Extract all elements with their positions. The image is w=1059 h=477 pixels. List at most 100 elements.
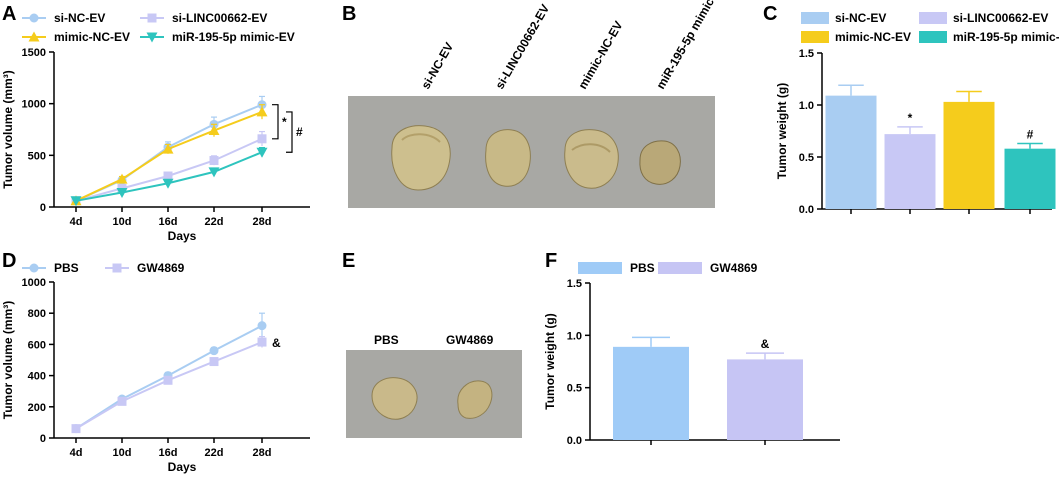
panel-label-d: D <box>2 250 16 272</box>
panel-label-a: A <box>2 3 16 25</box>
legend-swatch <box>919 31 947 43</box>
tumor-specimen <box>639 140 681 185</box>
data-point <box>71 424 81 434</box>
legend-label: GW4869 <box>710 261 758 275</box>
significance-mark: # <box>1027 127 1034 141</box>
y-tick-label: 1.0 <box>567 330 582 342</box>
y-axis-title: Tumor weight (g) <box>543 313 557 409</box>
legend-swatch <box>801 12 829 24</box>
y-axis-title: Tumor volume (mm³) <box>1 301 15 419</box>
y-tick-label: 0.0 <box>799 204 814 216</box>
tumor-specimen <box>371 377 418 420</box>
tumor-specimen <box>564 129 619 189</box>
data-point <box>70 196 82 207</box>
x-tick-label: 10d <box>113 447 132 459</box>
legend-label: miR-195-5p mimic-EV <box>172 30 295 44</box>
tumor-specimen <box>485 129 531 187</box>
bar <box>825 95 877 209</box>
x-tick-label: 28d <box>253 447 272 459</box>
y-tick-label: 0 <box>40 202 46 214</box>
data-point <box>162 143 174 154</box>
y-tick-label: 0.0 <box>567 435 582 447</box>
y-tick-label: 1000 <box>22 277 46 289</box>
legend-swatch <box>919 12 947 24</box>
data-point <box>257 134 267 144</box>
data-point <box>116 173 128 184</box>
x-tick-label: 10d <box>113 216 132 228</box>
chart-a-tumor-volume: 0 500 1000 1500 4d 10d 16d 22d 28d Days Tumor volu… <box>1 11 310 243</box>
x-tick-label: 16d <box>159 216 178 228</box>
x-tick-label: 4d <box>70 447 83 459</box>
photo-b-label: si-LINC00662-EV <box>492 2 552 92</box>
data-point <box>256 147 268 158</box>
legend-label: si-LINC00662-EV <box>953 11 1048 25</box>
y-tick-label: 0.5 <box>567 383 582 395</box>
photo-b-label: mimic-NC-EV <box>575 19 625 92</box>
legend-swatch <box>658 262 702 274</box>
x-tick-label: 22d <box>205 447 224 459</box>
bar <box>884 134 936 209</box>
legend-label: miR-195-5p mimic-EV <box>953 30 1059 44</box>
bar <box>727 359 803 440</box>
chart-c-tumor-weight: 0.0 0.5 1.0 1.5 Tumor weight (g) * # si-NC-EV si… <box>775 11 1059 216</box>
y-tick-label: 0.5 <box>799 152 814 164</box>
legend-label: mimic-NC-EV <box>835 30 911 44</box>
legend-label: PBS <box>630 261 655 275</box>
data-point <box>209 156 219 165</box>
legend-label: PBS <box>54 261 79 275</box>
y-axis-title: Tumor volume (mm³) <box>1 70 15 188</box>
significance-mark: & <box>761 337 770 351</box>
x-tick-label: 28d <box>253 216 272 228</box>
significance-mark: * <box>282 115 287 129</box>
chart-f-tumor-weight: 0.0 0.5 1.0 1.5 Tumor weight (g) & PBS GW4869 <box>543 261 840 447</box>
photo-e-tumors: PBS GW4869 <box>346 333 522 438</box>
bar <box>943 101 995 209</box>
significance-mark: * <box>908 111 913 125</box>
data-point <box>163 375 173 385</box>
legend-marker <box>147 13 157 23</box>
legend-marker <box>28 31 40 42</box>
significance-mark: & <box>272 336 281 350</box>
data-point <box>162 178 174 189</box>
legend-marker <box>146 32 158 43</box>
series-line <box>75 341 263 430</box>
data-point <box>117 396 127 406</box>
bar <box>1004 148 1056 209</box>
panel-label-e: E <box>342 250 355 272</box>
data-point <box>208 167 220 178</box>
photo-b-label: miR-195-5p mimic-EV <box>653 0 726 92</box>
panel-label-b: B <box>342 3 356 25</box>
y-axis-title: Tumor weight (g) <box>775 83 789 179</box>
y-tick-label: 0 <box>40 433 46 445</box>
legend-marker <box>29 13 39 23</box>
y-tick-label: 1.0 <box>799 100 814 112</box>
x-axis-title: Days <box>168 229 197 243</box>
y-tick-label: 600 <box>28 339 46 351</box>
legend-label: si-NC-EV <box>835 11 886 25</box>
x-axis-title: Days <box>168 460 197 474</box>
panel-label-c: C <box>763 3 777 25</box>
x-tick-label: 16d <box>159 447 178 459</box>
significance-mark: # <box>296 125 303 139</box>
series-line <box>75 111 263 202</box>
photo-e-label: PBS <box>374 333 399 347</box>
x-tick-label: 22d <box>205 216 224 228</box>
y-tick-label: 200 <box>28 402 46 414</box>
y-tick-label: 1.5 <box>799 48 814 60</box>
tumor-specimen <box>391 125 451 191</box>
significance-bracket <box>286 111 293 153</box>
legend-label: GW4869 <box>137 261 185 275</box>
data-point <box>163 171 173 181</box>
y-tick-label: 400 <box>28 371 46 383</box>
photo-e-label: GW4869 <box>446 333 494 347</box>
y-tick-label: 1500 <box>22 47 46 59</box>
y-tick-label: 800 <box>28 308 46 320</box>
data-point <box>257 337 267 347</box>
y-tick-label: 1000 <box>22 99 46 111</box>
significance-bracket <box>272 104 279 140</box>
legend-label: si-NC-EV <box>54 11 105 25</box>
data-point <box>209 346 219 356</box>
panel-label-f: F <box>545 250 557 272</box>
chart-d-tumor-volume: 0 200 400 600 800 1000 4d 10d 16d 22d 28d Days Tumor… <box>1 261 310 474</box>
